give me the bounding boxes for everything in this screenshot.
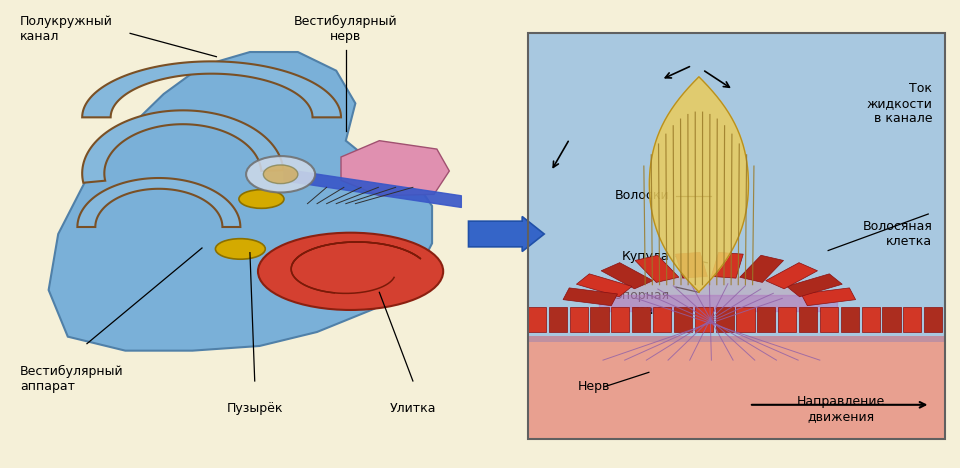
Text: Направление
движения: Направление движения — [797, 395, 885, 423]
Text: Улитка: Улитка — [390, 402, 436, 415]
Bar — [590, 307, 609, 332]
Text: Волосяная
клетка: Волосяная клетка — [862, 220, 932, 248]
Polygon shape — [740, 255, 783, 282]
Bar — [757, 307, 776, 332]
Text: Волоски: Волоски — [615, 189, 670, 202]
Text: Нерв: Нерв — [578, 380, 611, 393]
Polygon shape — [78, 178, 240, 227]
Bar — [799, 307, 817, 332]
Bar — [528, 33, 945, 342]
Polygon shape — [766, 263, 818, 289]
Ellipse shape — [246, 156, 315, 192]
Bar — [779, 307, 796, 332]
Polygon shape — [612, 277, 820, 307]
Bar — [569, 307, 588, 332]
Polygon shape — [83, 110, 283, 183]
Text: Ток
жидкости
в канале: Ток жидкости в канале — [867, 82, 932, 125]
Bar — [528, 33, 945, 439]
Bar — [633, 307, 650, 332]
Bar — [820, 307, 838, 332]
Bar — [612, 307, 630, 332]
Bar — [861, 307, 879, 332]
Bar — [528, 338, 945, 439]
Polygon shape — [711, 252, 743, 278]
Polygon shape — [601, 263, 653, 289]
Bar — [674, 307, 692, 332]
Bar — [528, 336, 945, 342]
Polygon shape — [786, 274, 842, 297]
Text: Опорная
точка: Опорная точка — [612, 289, 670, 317]
Bar — [715, 307, 733, 332]
FancyArrow shape — [468, 217, 544, 251]
Polygon shape — [563, 288, 617, 306]
Bar — [903, 307, 922, 332]
Polygon shape — [49, 52, 432, 351]
Bar — [695, 307, 713, 332]
Bar — [841, 307, 859, 332]
Text: Вестибулярный
нерв: Вестибулярный нерв — [294, 15, 397, 43]
Bar — [653, 307, 671, 332]
Text: Полукружный
канал: Полукружный канал — [20, 15, 112, 43]
Bar — [882, 307, 900, 332]
Text: Купула: Купула — [622, 250, 670, 263]
Bar — [528, 307, 546, 332]
Polygon shape — [649, 77, 749, 292]
Polygon shape — [636, 255, 679, 282]
Text: Пузырёк: Пузырёк — [227, 402, 283, 415]
Bar — [736, 307, 755, 332]
Text: Вестибулярный
аппарат: Вестибулярный аппарат — [20, 365, 124, 393]
Polygon shape — [83, 61, 341, 117]
Polygon shape — [576, 274, 632, 297]
Ellipse shape — [263, 165, 298, 183]
Ellipse shape — [258, 233, 444, 310]
Ellipse shape — [239, 190, 284, 208]
Polygon shape — [676, 252, 708, 278]
Polygon shape — [341, 141, 449, 196]
Bar — [924, 307, 942, 332]
Ellipse shape — [215, 239, 265, 259]
Bar — [549, 307, 567, 332]
Polygon shape — [802, 288, 855, 306]
